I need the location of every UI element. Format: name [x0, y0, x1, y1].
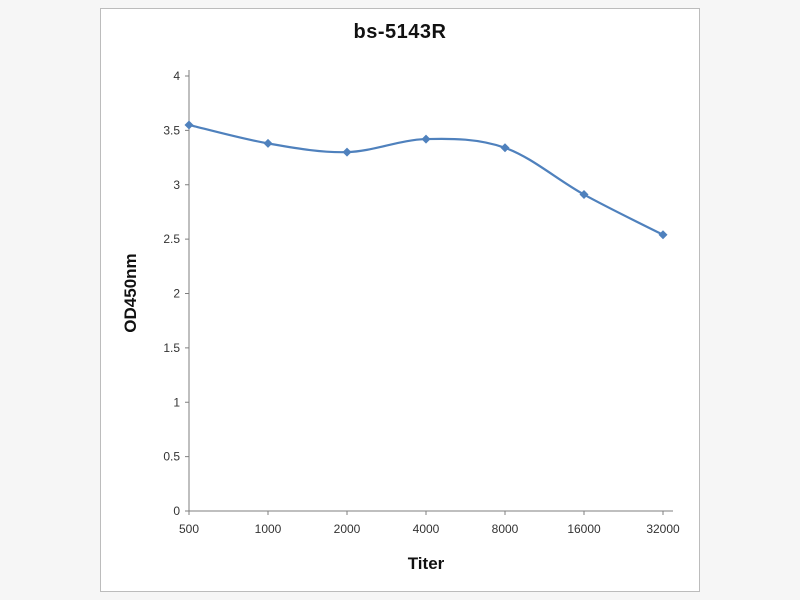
y-tick-label: 2 [173, 287, 180, 301]
y-tick-label: 2.5 [163, 232, 180, 246]
x-tick-label: 500 [179, 522, 199, 536]
data-point-marker [500, 143, 510, 153]
x-axis-title: Titer [407, 554, 445, 573]
x-tick-label: 2000 [334, 522, 361, 536]
x-tick-label: 4000 [413, 522, 440, 536]
y-tick-label: 3 [173, 178, 180, 192]
x-tick-label: 32000 [646, 522, 680, 536]
data-point-marker [263, 138, 273, 148]
data-point-marker [184, 120, 194, 130]
data-point-marker [421, 134, 431, 144]
x-tick-label: 16000 [567, 522, 601, 536]
y-tick-label: 3.5 [163, 123, 180, 137]
chart-title: bs-5143R [353, 21, 447, 43]
y-tick-label: 4 [173, 69, 180, 83]
y-tick-label: 1.5 [163, 341, 180, 355]
y-tick-label: 1 [173, 395, 180, 409]
chart-panel: bs-5143R OD450nm 0 0.5 1 1.5 2 2.5 3 3.5 4 500 100… [100, 8, 700, 592]
y-tick-label: 0.5 [163, 450, 180, 464]
data-point-marker [579, 190, 589, 200]
x-tick-label: 8000 [492, 522, 519, 536]
y-tick-label: 0 [173, 504, 180, 518]
x-tick-label: 1000 [255, 522, 282, 536]
line-chart-plot: 0 0.5 1 1.5 2 2.5 3 3.5 4 500 1000 2000 4000 8000 1600… [163, 69, 680, 536]
data-point-marker [658, 230, 668, 240]
data-point-marker [342, 147, 352, 157]
